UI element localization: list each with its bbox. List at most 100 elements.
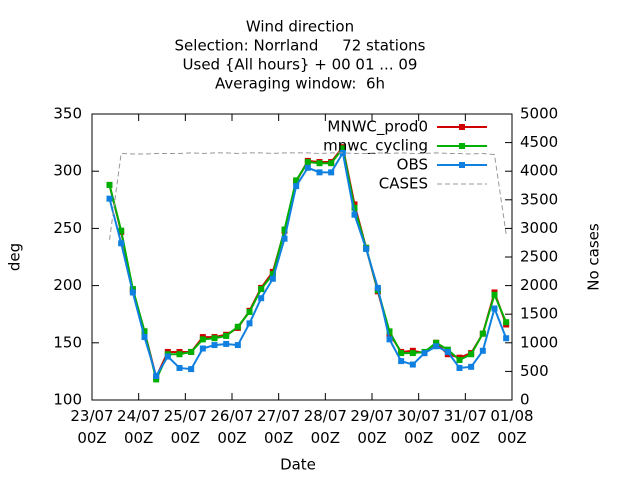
x-tick-label: 23/07 00Z	[70, 407, 113, 447]
chart-subtitle: Used {All hours} + 00 01 ... 09	[183, 56, 418, 74]
y2-tick-label: 5000	[520, 105, 558, 123]
y2-tick-label: 4500	[520, 133, 558, 151]
x-tick-label: 01/08 00Z	[490, 407, 533, 447]
marker	[328, 160, 335, 167]
marker	[409, 350, 416, 357]
marker	[199, 336, 206, 343]
y-tick-label: 100	[53, 391, 82, 409]
marker	[281, 235, 288, 242]
y2-tick-label: 0	[520, 391, 530, 409]
marker	[141, 328, 148, 335]
chart-subtitle: Averaging window: 6h	[215, 75, 385, 93]
legend-label: OBS	[397, 156, 428, 174]
marker	[433, 343, 440, 350]
marker	[479, 347, 486, 354]
marker	[456, 356, 463, 363]
x-tick-label: 29/07 00Z	[350, 407, 393, 447]
chart-subtitle: Selection: Norrland 72 stations	[175, 37, 426, 55]
x-tick-label: 24/07 00Z	[117, 407, 160, 447]
series-line	[108, 145, 508, 383]
marker	[258, 286, 265, 293]
marker	[269, 271, 276, 278]
chart-title: Wind direction	[246, 18, 354, 36]
marker	[129, 289, 136, 296]
marker	[106, 195, 113, 202]
marker	[304, 159, 311, 166]
marker	[456, 364, 463, 371]
legend-marker	[459, 124, 465, 130]
marker	[398, 358, 405, 365]
marker	[246, 308, 253, 315]
y2-tick-label: 2500	[520, 248, 558, 266]
y-tick-label: 250	[53, 219, 82, 237]
series-line	[109, 152, 507, 240]
marker	[188, 348, 195, 355]
marker	[328, 169, 335, 176]
marker	[234, 323, 241, 330]
marker	[176, 364, 183, 371]
marker	[304, 164, 311, 171]
y2-axis-label: No cases	[585, 223, 603, 291]
marker	[339, 145, 346, 152]
marker	[293, 183, 300, 190]
marker	[176, 351, 183, 358]
marker	[316, 169, 323, 176]
marker	[188, 366, 195, 373]
legend-label: MNWC_prod0	[327, 118, 428, 137]
marker	[421, 350, 428, 357]
marker	[118, 227, 125, 234]
y-tick-label: 150	[53, 333, 82, 351]
series-line	[108, 150, 508, 379]
y2-tick-label: 500	[520, 362, 549, 380]
marker	[468, 351, 475, 358]
x-tick-label: 26/07 00Z	[210, 407, 253, 447]
marker	[468, 363, 475, 370]
marker	[386, 328, 393, 335]
marker	[351, 211, 358, 218]
marker	[153, 376, 160, 383]
marker	[386, 336, 393, 343]
marker	[199, 345, 206, 352]
marker	[491, 291, 498, 298]
marker	[363, 245, 370, 252]
marker	[106, 181, 113, 188]
marker	[351, 204, 358, 211]
marker	[374, 284, 381, 291]
marker	[211, 342, 218, 349]
y-tick-label: 350	[53, 105, 82, 123]
marker	[223, 332, 230, 339]
y-tick-label: 300	[53, 162, 82, 180]
y2-tick-label: 2000	[520, 276, 558, 294]
marker	[491, 305, 498, 312]
legend-label: mnwc_cycling	[323, 137, 428, 156]
marker	[503, 335, 510, 342]
marker	[503, 319, 510, 326]
y-axis-label: deg	[6, 243, 24, 271]
marker	[433, 339, 440, 346]
marker	[269, 275, 276, 282]
legend-label: CASES	[379, 175, 428, 193]
marker	[211, 335, 218, 342]
marker	[223, 340, 230, 347]
marker	[234, 342, 241, 349]
y2-tick-label: 1000	[520, 333, 558, 351]
legend-marker	[459, 162, 465, 168]
marker	[293, 177, 300, 184]
y-tick-label: 200	[53, 276, 82, 294]
y2-tick-label: 3000	[520, 219, 558, 237]
x-tick-label: 25/07 00Z	[164, 407, 207, 447]
marker	[444, 348, 451, 355]
legend-marker	[459, 143, 465, 149]
marker	[153, 372, 160, 379]
x-axis-label: Date	[280, 456, 316, 474]
marker	[398, 350, 405, 357]
marker	[316, 160, 323, 167]
y2-tick-label: 4000	[520, 162, 558, 180]
x-tick-label: 30/07 00Z	[397, 407, 440, 447]
marker	[479, 330, 486, 337]
marker	[409, 361, 416, 368]
y2-tick-label: 1500	[520, 305, 558, 323]
marker	[118, 240, 125, 247]
marker	[281, 226, 288, 233]
